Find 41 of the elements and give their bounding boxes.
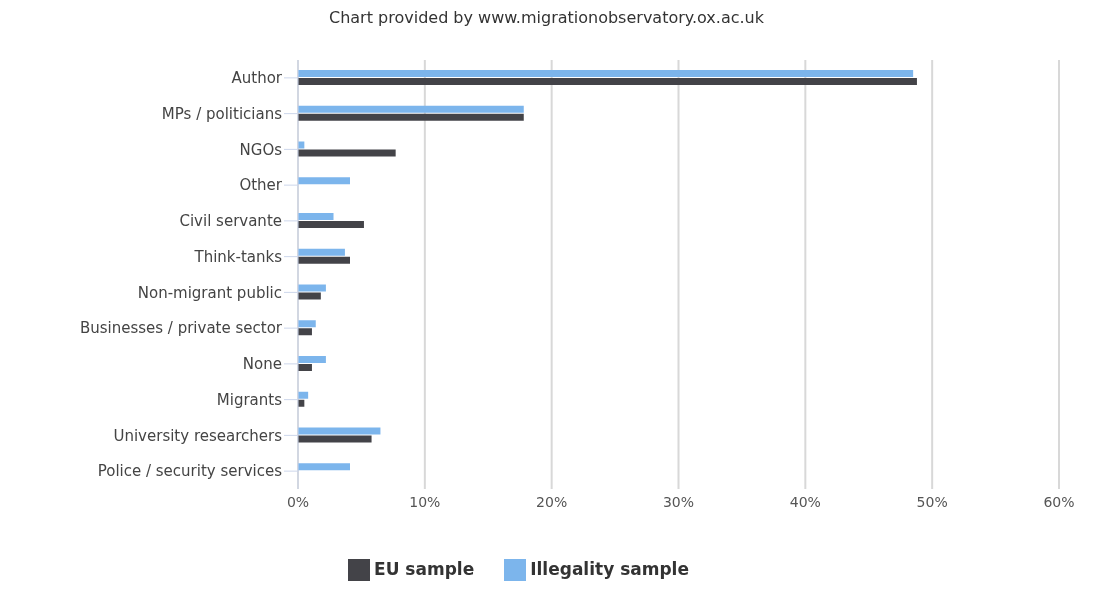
y-tick-label: Police / security services: [97, 462, 283, 481]
y-tick-label: Other: [239, 176, 283, 195]
chart-title: Chart provided by www.migrationobservatory.ox.ac.uk: [328, 8, 765, 29]
bar: [298, 256, 350, 264]
y-tick-label: MPs / politicians: [161, 104, 283, 123]
x-tick-label: 40%: [789, 493, 821, 510]
legend-label: Illegality sample: [530, 559, 689, 579]
x-tick-label: 30%: [662, 493, 695, 510]
bar: [298, 463, 350, 471]
y-tick-label: NGOs: [239, 140, 283, 159]
y-tick-label: Civil servante: [179, 212, 282, 231]
bar: [298, 213, 334, 220]
y-tick-label: None: [242, 355, 282, 374]
x-tick-label: 50%: [916, 493, 948, 510]
x-tick-label: 10%: [409, 493, 441, 510]
x-tick-label: 0%: [286, 493, 310, 510]
y-tick-label: Businesses / private sector: [79, 319, 283, 338]
y-tick-label: University researchers: [113, 426, 283, 445]
bar: [298, 364, 312, 371]
bar: [298, 427, 381, 435]
x-tick-label: 60%: [1043, 493, 1075, 510]
bar: [298, 292, 321, 300]
bar: [298, 221, 364, 228]
bar: [298, 177, 350, 185]
y-tick-label: Migrants: [216, 390, 283, 409]
bar: [298, 248, 345, 256]
legend-label: EU sample: [374, 559, 475, 579]
bar: [298, 70, 914, 77]
bar: [298, 105, 524, 113]
bar: [298, 284, 326, 292]
bar: [298, 435, 372, 443]
bar: [298, 78, 917, 85]
bar: [298, 320, 316, 328]
bar: [298, 113, 524, 121]
y-tick-label: Non-migrant public: [137, 283, 282, 302]
y-tick-label: Think-tanks: [193, 247, 283, 266]
y-tick-label: Author: [231, 69, 283, 88]
bar: [298, 328, 312, 336]
x-tick-label: 20%: [536, 493, 568, 510]
bar: [298, 149, 396, 157]
bar: [298, 356, 326, 363]
